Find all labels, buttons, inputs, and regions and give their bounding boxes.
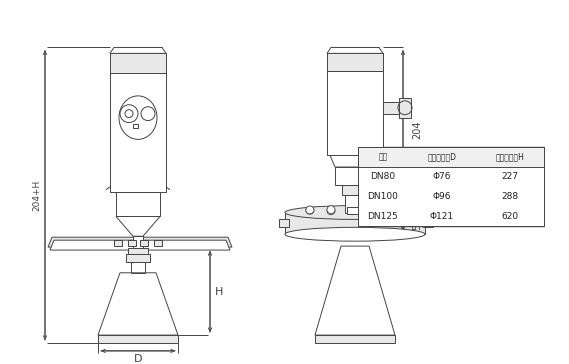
Text: Φ76: Φ76	[433, 173, 451, 181]
Text: DN100: DN100	[368, 192, 398, 201]
Bar	[154, 240, 162, 246]
Text: 204+H: 204+H	[32, 179, 42, 211]
Bar	[110, 54, 166, 73]
Circle shape	[387, 208, 396, 216]
Bar	[383, 102, 403, 114]
Ellipse shape	[285, 228, 425, 241]
Bar	[133, 236, 143, 248]
Bar	[358, 147, 544, 167]
Text: 227: 227	[501, 173, 518, 181]
Bar	[98, 335, 178, 343]
Text: 57: 57	[412, 217, 422, 230]
Polygon shape	[50, 240, 230, 250]
Circle shape	[399, 209, 407, 217]
Text: Φ96: Φ96	[433, 192, 451, 201]
Text: D: D	[134, 354, 142, 364]
Text: H: H	[215, 286, 223, 297]
Bar	[399, 98, 411, 118]
Bar	[133, 123, 138, 128]
Bar	[279, 219, 289, 228]
Bar	[315, 335, 395, 343]
Text: DN80: DN80	[370, 173, 395, 181]
Bar	[140, 240, 148, 246]
Text: 204: 204	[412, 121, 422, 139]
Bar	[285, 213, 425, 234]
Text: 喇叭口直徑D: 喇叭口直徑D	[427, 153, 456, 162]
Circle shape	[387, 206, 396, 214]
Bar	[114, 240, 122, 246]
Text: Φ121: Φ121	[430, 212, 454, 221]
Polygon shape	[110, 47, 166, 54]
Text: 620: 620	[501, 212, 518, 221]
Bar	[116, 192, 160, 217]
Bar	[423, 219, 433, 228]
Circle shape	[360, 206, 368, 214]
Polygon shape	[48, 237, 232, 247]
Bar	[327, 54, 383, 71]
Bar	[345, 195, 365, 213]
Circle shape	[306, 206, 314, 214]
Text: 288: 288	[501, 192, 518, 201]
Text: 法蘭: 法蘭	[378, 153, 387, 162]
Ellipse shape	[285, 206, 425, 219]
Bar	[347, 207, 363, 214]
Bar	[126, 254, 150, 262]
Polygon shape	[98, 273, 178, 335]
Circle shape	[306, 206, 314, 214]
Circle shape	[327, 207, 335, 215]
Circle shape	[327, 206, 335, 214]
Text: DN125: DN125	[368, 212, 398, 221]
Polygon shape	[330, 155, 380, 167]
Text: 喇叭口高度H: 喇叭口高度H	[496, 153, 525, 162]
Bar	[128, 240, 136, 246]
Bar	[342, 185, 368, 195]
Circle shape	[360, 207, 368, 215]
Bar	[110, 73, 166, 192]
Bar	[327, 71, 383, 155]
Polygon shape	[315, 246, 395, 335]
Ellipse shape	[119, 96, 157, 139]
Bar	[128, 248, 148, 254]
Bar	[358, 147, 544, 226]
Polygon shape	[327, 47, 383, 54]
Bar	[335, 167, 375, 185]
Polygon shape	[116, 217, 160, 236]
